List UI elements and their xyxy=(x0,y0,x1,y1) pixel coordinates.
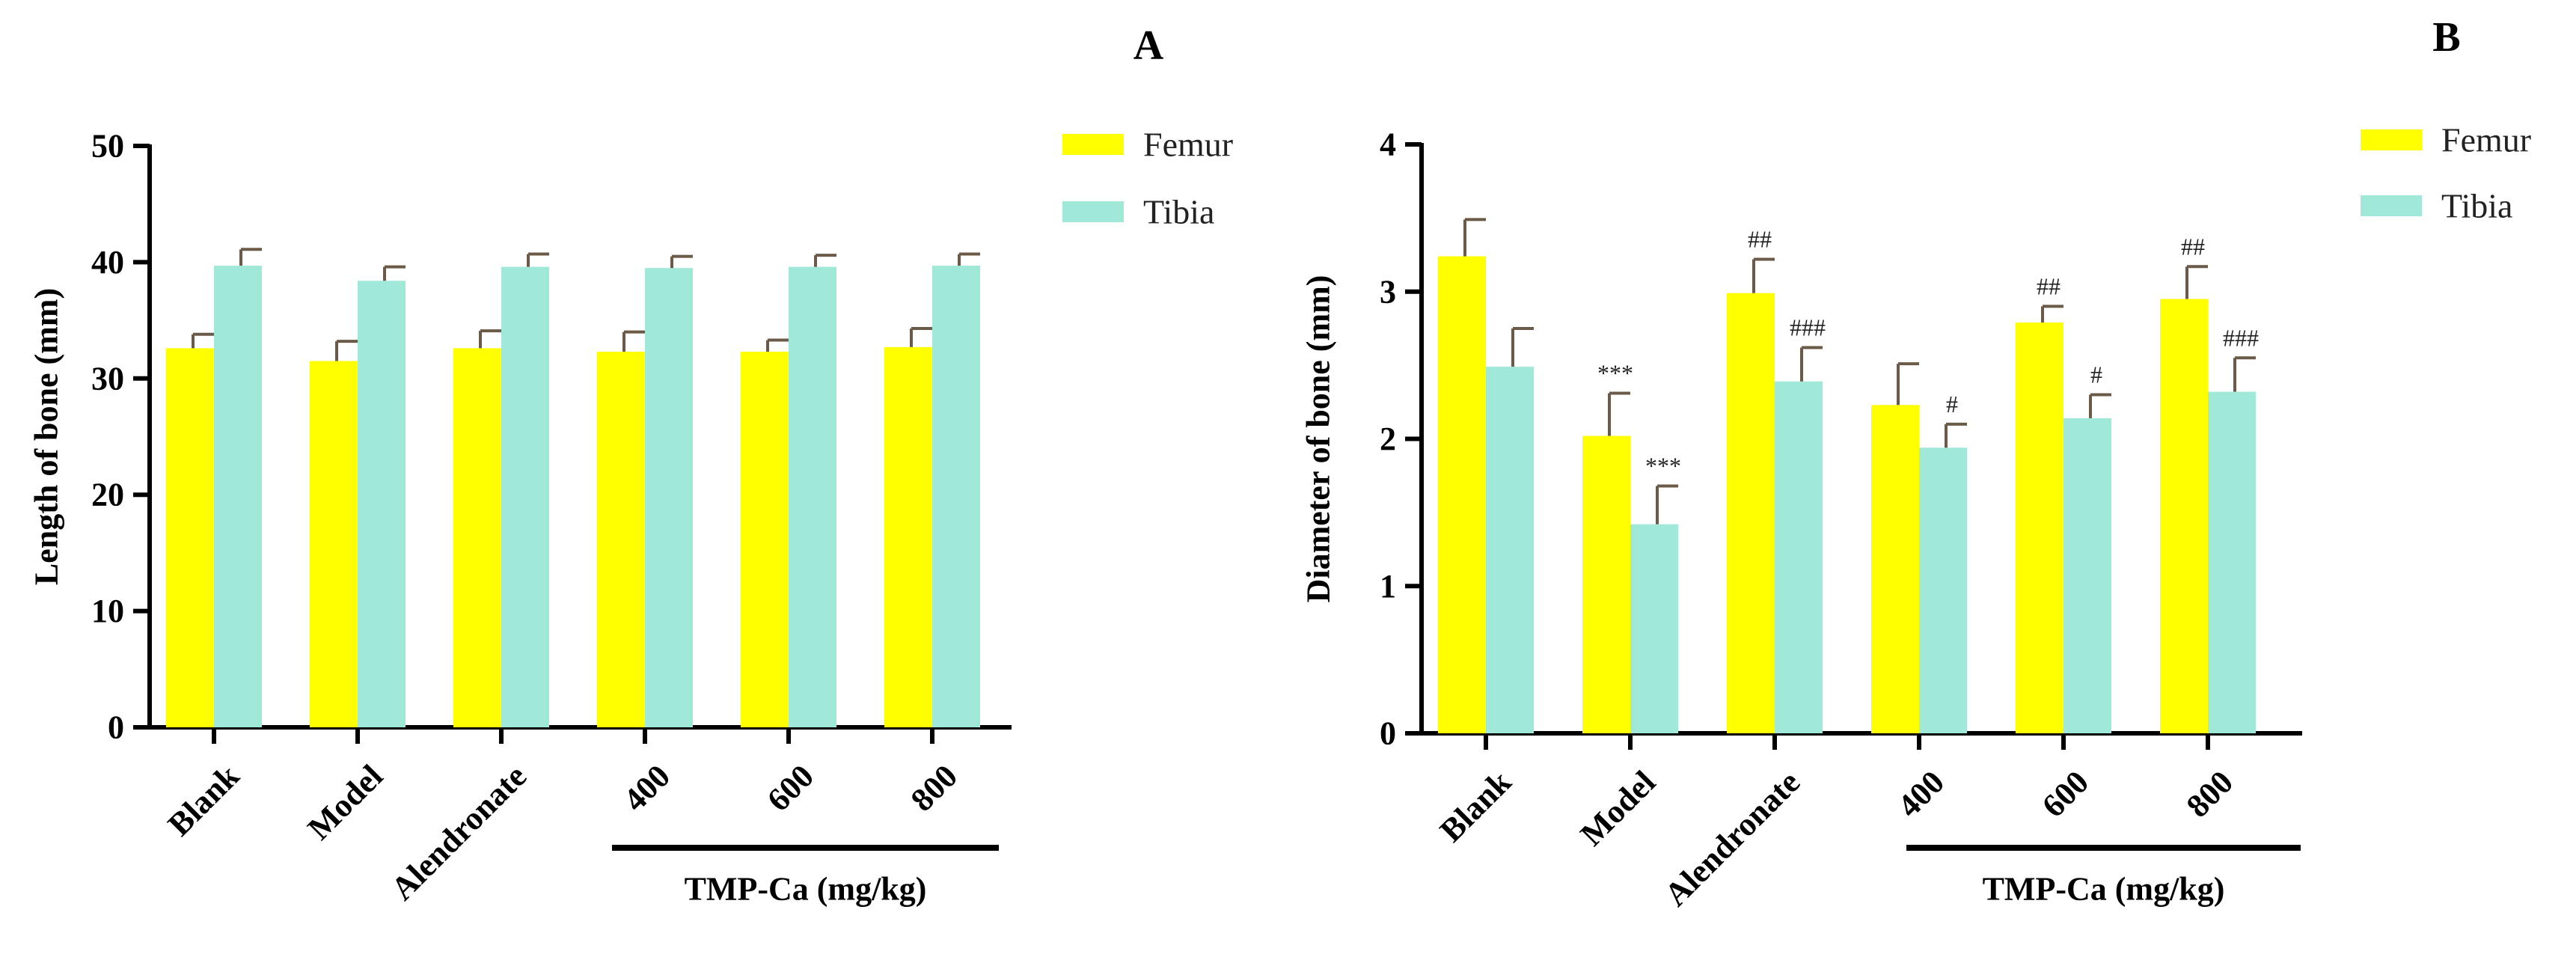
significance-mark: *** xyxy=(1597,360,1633,387)
legend-swatch-tibia xyxy=(2361,195,2422,216)
group-label: TMP-Ca (mg/kg) xyxy=(685,871,927,908)
panel-letter: B xyxy=(2432,14,2460,61)
x-tick-label: 600 xyxy=(2035,763,2096,824)
bar-femur xyxy=(453,348,501,727)
panel-b: B 0 1 2 3 4 Diameter of bone (mm) Blank *** *** Mo… xyxy=(1300,14,2532,914)
x-tick-label: Model xyxy=(301,757,390,846)
x-tick-label: Alendronate xyxy=(1657,763,1807,913)
y-tick-label: 50 xyxy=(91,128,124,165)
y-tick-label: 1 xyxy=(1380,568,1396,605)
legend-label: Femur xyxy=(1143,126,1233,164)
y-axis-title: Length of bone (mm) xyxy=(28,288,65,585)
bar-tibia xyxy=(1775,381,1823,733)
x-tick-label: Blank xyxy=(161,757,247,843)
bar-femur xyxy=(1727,293,1775,733)
bar-tibia xyxy=(214,266,262,727)
bar-tibia xyxy=(1486,367,1534,733)
bar-femur xyxy=(2160,299,2208,733)
legend-label: Tibia xyxy=(1143,193,1214,231)
significance-mark: ## xyxy=(2181,233,2205,260)
y-axis-title: Diameter of bone (mm) xyxy=(1300,275,1337,603)
y-tick-label: 2 xyxy=(1380,421,1396,457)
significance-mark: ### xyxy=(2223,324,2259,351)
significance-mark: ### xyxy=(1790,314,1826,341)
bar-femur xyxy=(741,352,789,727)
y-tick-label: 3 xyxy=(1380,273,1396,310)
bar-tibia xyxy=(645,268,693,727)
panel-letter: A xyxy=(1133,22,1164,69)
y-tick-label: 10 xyxy=(91,593,124,629)
x-tick-label: 800 xyxy=(904,757,964,818)
legend-label: Tibia xyxy=(2441,187,2512,225)
x-tick-label: Blank xyxy=(1433,763,1519,849)
bar-tibia xyxy=(2208,391,2256,733)
significance-mark: ## xyxy=(1748,225,1772,252)
x-tick-label: 400 xyxy=(1891,763,1951,824)
panel-a: A 0 10 20 30 40 50 Length of bone (mm) Blank Mode… xyxy=(28,22,1234,908)
bar-femur xyxy=(1871,405,1919,733)
y-tick-label: 40 xyxy=(91,244,124,281)
x-tick-label: 600 xyxy=(760,757,821,818)
bar-femur xyxy=(310,361,358,727)
y-tick-label: 30 xyxy=(91,360,124,397)
bar-tibia xyxy=(2063,418,2111,733)
x-tick-label: Alendronate xyxy=(384,757,533,907)
bar-tibia xyxy=(1919,447,1967,733)
y-tick-label: 0 xyxy=(1380,715,1396,752)
x-tick-label: 400 xyxy=(617,757,677,818)
bar-femur xyxy=(166,348,214,727)
x-tick-label: Model xyxy=(1573,763,1662,852)
significance-mark: ## xyxy=(2037,272,2061,299)
x-tick-label: 800 xyxy=(2179,763,2240,824)
y-tick-label: 4 xyxy=(1380,126,1396,163)
legend-swatch-femur xyxy=(1062,134,1124,155)
legend-label: Femur xyxy=(2441,121,2531,159)
bar-tibia xyxy=(932,266,980,727)
bar-tibia xyxy=(358,281,406,727)
significance-mark: # xyxy=(2090,361,2102,388)
bar-femur xyxy=(1438,256,1486,733)
significance-mark: # xyxy=(1946,391,1958,418)
bar-femur xyxy=(1582,435,1630,733)
legend-swatch-femur xyxy=(2361,129,2422,150)
bar-femur xyxy=(884,346,932,727)
group-label: TMP-Ca (mg/kg) xyxy=(1983,871,2225,908)
y-tick-label: 0 xyxy=(108,709,124,746)
bar-femur xyxy=(2016,323,2063,733)
bar-tibia xyxy=(789,266,836,728)
significance-mark: *** xyxy=(1645,452,1681,479)
legend-swatch-tibia xyxy=(1062,201,1124,222)
bar-tibia xyxy=(1630,524,1678,733)
y-tick-label: 20 xyxy=(91,477,124,513)
bar-tibia xyxy=(501,266,549,728)
bar-femur xyxy=(597,352,645,727)
